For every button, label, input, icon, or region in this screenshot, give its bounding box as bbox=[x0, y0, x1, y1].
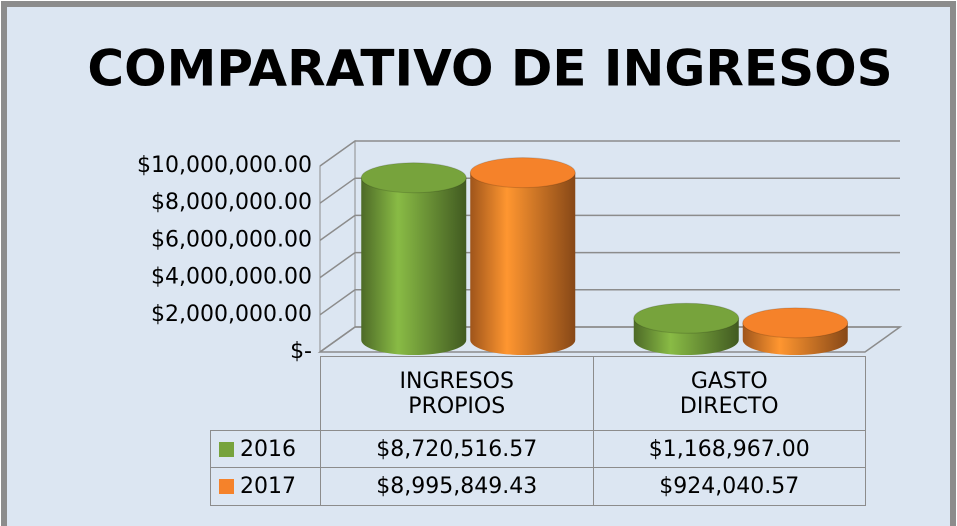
value-label: $8,720,516.57 bbox=[320, 430, 594, 468]
value-label: $924,040.57 bbox=[592, 467, 866, 506]
cylinder-top bbox=[469, 157, 576, 189]
cylinder-top bbox=[360, 162, 467, 194]
grid-line bbox=[319, 177, 900, 204]
cylinder-top bbox=[742, 307, 849, 339]
value-label: $8,995,849.43 bbox=[320, 467, 594, 506]
legend-cell: 2017 bbox=[210, 467, 321, 506]
legend-label: 2016 bbox=[240, 436, 296, 462]
value-label: $1,168,967.00 bbox=[592, 430, 866, 468]
y-tick-label: $6,000,000.00 bbox=[151, 227, 312, 252]
legend-swatch bbox=[219, 441, 234, 457]
y-tick-label: $10,000,000.00 bbox=[137, 153, 312, 178]
chart-title: COMPARATIVO DE INGRESOS bbox=[87, 40, 892, 98]
category-label: GASTO DIRECTO bbox=[592, 356, 866, 431]
cylinder-body bbox=[470, 172, 576, 356]
y-tick-label: $- bbox=[290, 339, 312, 364]
cylinder-body bbox=[361, 177, 467, 356]
legend-label: 2017 bbox=[240, 474, 296, 499]
grid-line bbox=[319, 289, 900, 316]
grid-line bbox=[319, 140, 900, 167]
y-tick-label: $4,000,000.00 bbox=[151, 265, 312, 290]
y-tick-label: $2,000,000.00 bbox=[151, 302, 312, 327]
grid-line bbox=[319, 251, 900, 279]
cylinder-top bbox=[633, 302, 740, 334]
y-tick-label: $8,000,000.00 bbox=[151, 190, 312, 215]
grid-line bbox=[319, 214, 900, 242]
legend-swatch bbox=[219, 479, 234, 494]
legend-cell: 2016 bbox=[210, 430, 321, 468]
category-label: INGRESOS PROPIOS bbox=[320, 356, 594, 431]
